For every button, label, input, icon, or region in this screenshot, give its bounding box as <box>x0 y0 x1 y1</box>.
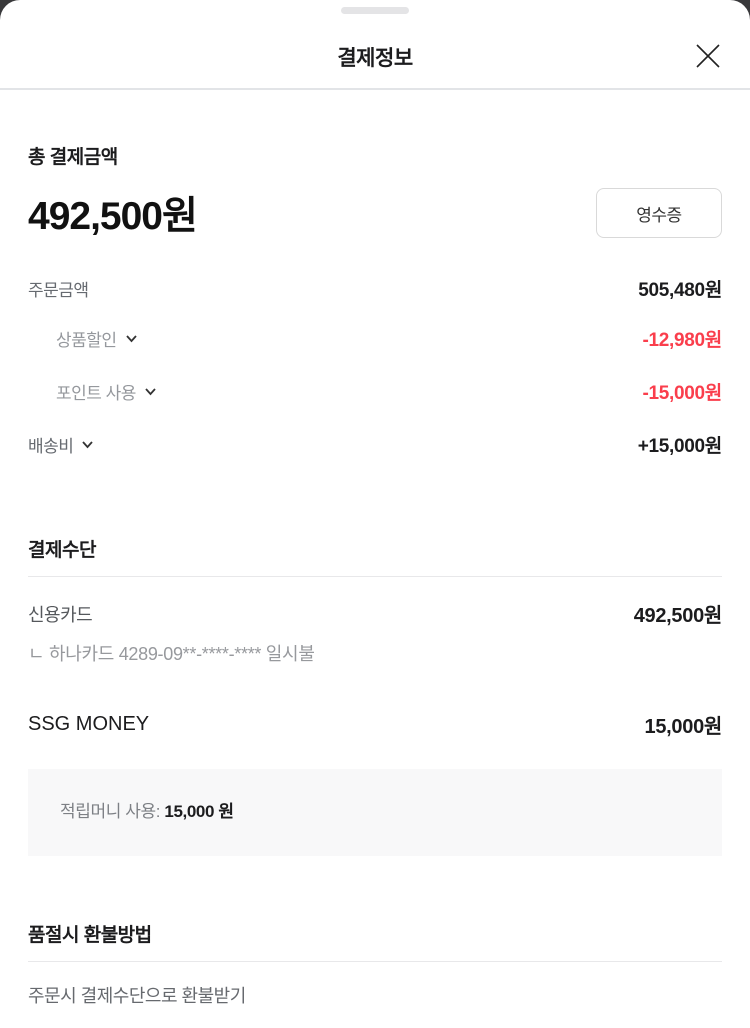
product-discount-value: -12,980원 <box>642 330 722 351</box>
sheet-title: 결제정보 <box>337 47 413 70</box>
close-button[interactable] <box>690 38 726 74</box>
total-amount-label: 총 결제금액 <box>28 147 118 168</box>
product-discount-row[interactable]: 상품할인 -12,980원 <box>28 312 722 365</box>
reward-money-notice-box: 적립머니 사용: 15,000 원 <box>28 769 722 856</box>
total-amount-value: 492,500원 <box>28 195 198 238</box>
reward-money-value: 15,000 원 <box>164 802 234 821</box>
sheet-content: 총 결제금액 492,500원 영수증 주문금액 505,480원 상품할인 -… <box>0 142 750 1008</box>
credit-card-label: 신용카드 <box>28 604 93 625</box>
ssg-money-value: 15,000원 <box>644 716 723 738</box>
shipping-fee-label: 배송비 <box>28 437 74 456</box>
product-discount-label: 상품할인 <box>56 331 117 350</box>
credit-card-detail: ㄴ 하나카드 4289-09**-****-**** 일시불 <box>28 644 315 664</box>
close-icon <box>693 41 723 71</box>
refund-section-title: 품절시 환불방법 <box>28 925 152 946</box>
points-used-label: 포인트 사용 <box>56 384 136 403</box>
shipping-fee-value: +15,000원 <box>637 436 723 457</box>
receipt-button[interactable]: 영수증 <box>596 188 722 238</box>
total-amount-row: 492,500원 영수증 <box>28 185 722 241</box>
credit-card-row: 신용카드 492,500원 <box>28 599 722 628</box>
order-amount-value: 505,480원 <box>638 280 722 301</box>
section-divider <box>28 961 722 962</box>
chevron-down-icon[interactable] <box>124 331 139 346</box>
chevron-down-icon[interactable] <box>143 384 158 399</box>
amount-breakdown: 주문금액 505,480원 상품할인 -12,980원 포인트 사용 <box>28 265 722 471</box>
sheet-header: 결제정보 <box>0 0 750 90</box>
ssg-money-row: SSG MONEY 15,000원 <box>28 710 722 739</box>
order-amount-row: 주문금액 505,480원 <box>28 265 722 312</box>
points-used-value: -15,000원 <box>642 383 722 404</box>
drag-handle[interactable] <box>341 7 409 14</box>
credit-card-value: 492,500원 <box>633 605 723 627</box>
order-amount-label: 주문금액 <box>28 281 89 300</box>
shipping-fee-row[interactable]: 배송비 +15,000원 <box>28 418 722 471</box>
points-used-row[interactable]: 포인트 사용 -15,000원 <box>28 365 722 418</box>
chevron-down-icon[interactable] <box>80 437 95 452</box>
section-divider <box>28 576 722 577</box>
reward-money-label: 적립머니 사용: <box>60 802 165 821</box>
ssg-money-label: SSG MONEY <box>28 713 150 735</box>
payment-method-section-title: 결제수단 <box>28 540 96 561</box>
refund-description: 주문시 결제수단으로 환불받기 <box>28 986 246 1006</box>
